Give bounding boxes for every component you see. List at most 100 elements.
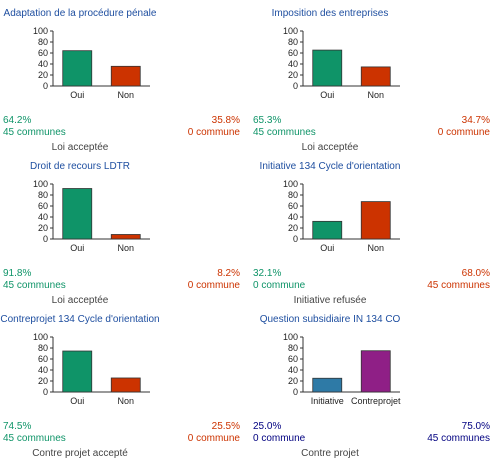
bar <box>360 350 391 393</box>
bar <box>360 66 391 87</box>
y-tick-label: 60 <box>288 201 298 211</box>
x-category-label: Non <box>367 90 384 100</box>
y-tick-label: 100 <box>33 179 48 189</box>
bar <box>110 65 141 87</box>
no-percent: 35.8% <box>211 115 240 126</box>
yes-communes: 45 communes <box>3 433 66 444</box>
y-tick-label: 20 <box>288 223 298 233</box>
vote-result: Loi acceptée <box>301 142 359 153</box>
x-category-label: Oui <box>320 243 334 253</box>
yes-stat: 91.8% 45 communes <box>3 268 66 292</box>
x-category-label: Oui <box>70 90 84 100</box>
yes-percent: 74.5% <box>3 421 32 432</box>
yes-communes: 45 communes <box>3 127 66 138</box>
y-tick-label: 40 <box>38 59 48 69</box>
vote-result: Loi acceptée <box>51 295 109 306</box>
no-stat: 35.8% 0 commune <box>188 115 240 139</box>
y-tick-label: 80 <box>38 190 48 200</box>
y-tick-label: 60 <box>38 48 48 58</box>
yes-stat: 74.5% 45 communes <box>3 421 66 445</box>
y-tick-label: 80 <box>288 190 298 200</box>
initiative-stat: 25.0% 0 commune <box>253 421 305 445</box>
vote-panel: Contreprojet 134 Cycle d'orientation 100… <box>0 306 250 459</box>
no-stat: 25.5% 0 commune <box>188 421 240 445</box>
vote-result: Initiative refusée <box>293 295 367 306</box>
y-tick-label: 40 <box>288 212 298 222</box>
contreprojet-stat: 75.0% 45 communes <box>427 421 490 445</box>
no-communes: 0 commune <box>187 280 240 291</box>
y-tick-label: 20 <box>288 376 298 386</box>
y-tick-label: 60 <box>288 354 298 364</box>
y-tick-label: 0 <box>43 387 48 397</box>
no-percent: 68.0% <box>461 268 490 279</box>
yes-stat: 65.3% 45 communes <box>253 115 316 139</box>
vote-panel: Initiative 134 Cycle d'orientation 100 80… <box>250 153 500 306</box>
yes-communes: 45 communes <box>3 280 66 291</box>
chart-title: Question subsidiaire IN 134 CO <box>259 314 401 325</box>
no-communes: 0 commune <box>187 127 240 138</box>
x-category-label: Non <box>117 243 134 253</box>
bar <box>312 220 343 240</box>
no-communes: 0 commune <box>437 127 490 138</box>
y-tick-label: 100 <box>283 332 298 342</box>
y-tick-label: 40 <box>38 365 48 375</box>
y-tick-label: 100 <box>33 332 48 342</box>
x-category-label: Non <box>117 90 134 100</box>
chart-title: Contreprojet 134 Cycle d'orientation <box>0 314 160 325</box>
bar <box>62 50 93 87</box>
y-tick-label: 60 <box>288 48 298 58</box>
vote-result: Contre projet <box>301 448 359 459</box>
contreprojet-communes: 45 communes <box>427 433 490 444</box>
yes-stat: 64.2% 45 communes <box>3 115 66 139</box>
y-tick-label: 80 <box>38 37 48 47</box>
vote-panel: Question subsidiaire IN 134 CO 100 80 60 40… <box>250 306 500 459</box>
vote-panel: Imposition des entreprises 100 80 60 40 20 0 O… <box>250 0 500 153</box>
no-percent: 25.5% <box>211 421 240 432</box>
y-tick-label: 0 <box>293 234 298 244</box>
y-tick-label: 20 <box>38 376 48 386</box>
x-category-label: Contreprojet <box>351 396 401 406</box>
y-tick-label: 60 <box>38 201 48 211</box>
no-percent: 34.7% <box>461 115 490 126</box>
yes-percent: 65.3% <box>253 115 282 126</box>
bar <box>62 350 93 393</box>
y-tick-label: 0 <box>43 81 48 91</box>
bar <box>110 234 141 240</box>
y-tick-label: 40 <box>38 212 48 222</box>
no-communes: 0 commune <box>187 433 240 444</box>
y-tick-label: 60 <box>38 354 48 364</box>
y-tick-label: 80 <box>38 343 48 353</box>
y-tick-label: 0 <box>293 81 298 91</box>
y-tick-label: 40 <box>288 365 298 375</box>
y-tick-label: 40 <box>288 59 298 69</box>
x-category-label: Initiative <box>311 396 344 406</box>
yes-percent: 32.1% <box>253 268 282 279</box>
bar <box>360 201 391 240</box>
y-tick-label: 20 <box>38 70 48 80</box>
yes-percent: 91.8% <box>3 268 32 279</box>
initiative-communes: 0 commune <box>253 433 306 444</box>
yes-stat: 32.1% 0 commune <box>253 268 305 292</box>
chart-title: Imposition des entreprises <box>271 8 389 19</box>
vote-result: Loi acceptée <box>51 142 109 153</box>
yes-percent: 64.2% <box>3 115 32 126</box>
bar <box>110 377 141 393</box>
x-category-label: Non <box>117 396 134 406</box>
y-tick-label: 80 <box>288 37 298 47</box>
yes-communes: 0 commune <box>253 280 306 291</box>
no-communes: 45 communes <box>427 280 490 291</box>
vote-panel: Droit de recours LDTR 100 80 60 40 20 0 Oui Non… <box>0 153 250 306</box>
bar <box>312 49 343 87</box>
y-tick-label: 0 <box>293 387 298 397</box>
y-tick-label: 20 <box>38 223 48 233</box>
contreprojet-percent: 75.0% <box>461 421 490 432</box>
initiative-percent: 25.0% <box>253 421 282 432</box>
chart-title: Droit de recours LDTR <box>29 161 131 172</box>
no-stat: 68.0% 45 communes <box>427 268 490 292</box>
x-category-label: Oui <box>320 90 334 100</box>
no-stat: 8.2% 0 commune <box>188 268 240 292</box>
